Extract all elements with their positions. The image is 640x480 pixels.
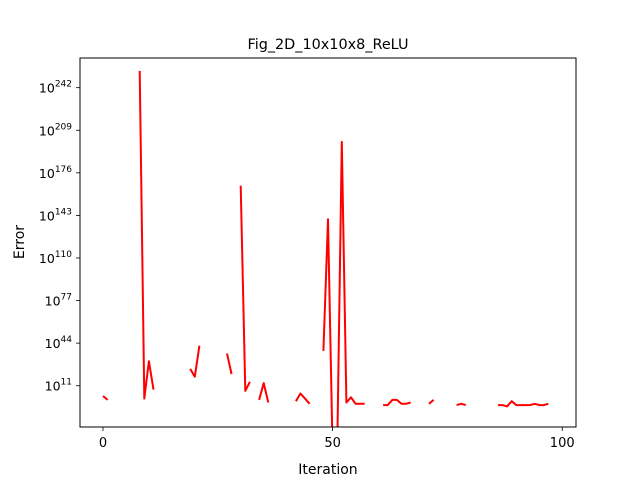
x-axis-label: Iteration [298,462,357,478]
x-axis: 0 50 100 [99,427,575,451]
series-line-segment [383,398,411,407]
y-tick-label: 1044 [45,335,73,351]
y-tick-label: 10242 [39,80,72,96]
series-line-segment [497,400,549,408]
series-line-segment [428,399,435,405]
series-layer [102,70,549,427]
chart-title: Fig_2D_10x10x8_ReLU [247,37,408,53]
series-line-segment [226,353,233,375]
y-axis-label: Error [12,225,28,259]
series-line-segment [138,70,155,400]
series-line-segment [189,345,201,378]
series-line-segment [456,402,467,407]
y-tick-label: 10110 [39,250,72,266]
plot-frame [79,57,577,428]
x-tick-label: 0 [99,436,107,451]
y-tick-label: 10176 [39,165,72,181]
y-tick-label: 1011 [45,378,72,394]
x-tick-label: 100 [550,436,575,451]
y-tick-label: 10143 [39,207,72,223]
x-tick-label: 50 [324,436,341,451]
y-tick-label: 10209 [39,122,72,138]
series-line-segment [239,185,251,392]
y-axis: 1011 1044 1077 10110 10143 10176 10209 10242 [39,80,80,394]
series-line-segment [295,392,311,405]
y-tick-label: 1077 [45,293,72,309]
series-line-segment [258,382,270,403]
series-line-segment [102,395,109,401]
series-line-segment [322,140,365,427]
